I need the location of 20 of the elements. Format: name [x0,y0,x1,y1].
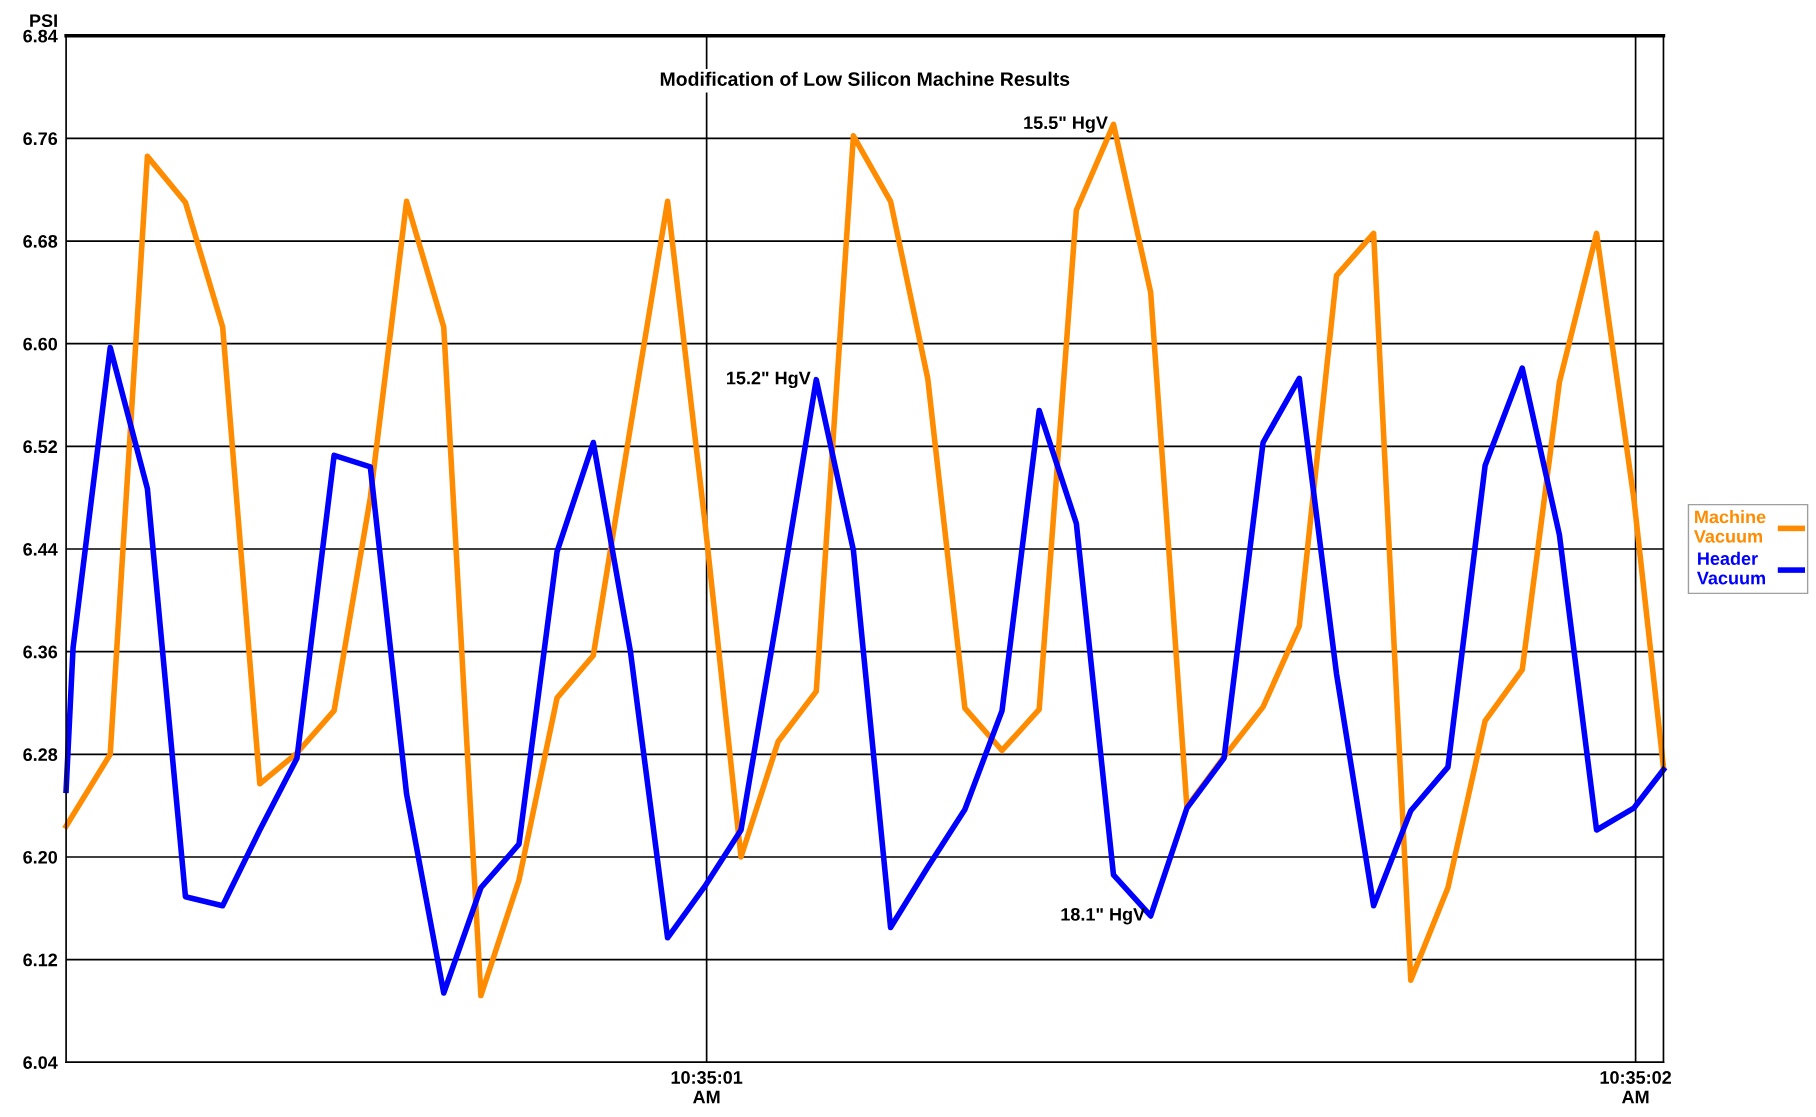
x-tick-label: 10:35:01 AM [671,1071,743,1104]
legend-label: Machine Vacuum [1694,510,1766,543]
annotation: 18.1" HgV [1061,907,1146,925]
y-tick-label: 6.12 [23,953,58,967]
y-tick-label: 6.60 [23,337,58,351]
y-tick-label: 6.52 [23,440,58,454]
annotation: 15.5" HgV [1024,116,1108,133]
y-axis-title: PSI [30,14,57,28]
y-tick-label: 6.36 [23,645,58,659]
legend-label: Header Vacuum [1696,551,1765,585]
y-tick-label: 6.76 [23,132,58,146]
annotation: 15.2" HgV [727,371,811,389]
text: Modification of Low Silicon Machine Results [660,71,1070,86]
y-tick-label: 6.20 [23,850,58,864]
y-tick-label: 6.84 [23,29,58,43]
y-tick-label: 6.28 [23,748,58,762]
x-tick-label: 10:35:02 AM [1600,1071,1672,1104]
y-tick-label: 6.68 [23,234,58,248]
y-tick-label: 6.04 [23,1056,58,1069]
y-tick-label: 6.44 [23,542,58,556]
